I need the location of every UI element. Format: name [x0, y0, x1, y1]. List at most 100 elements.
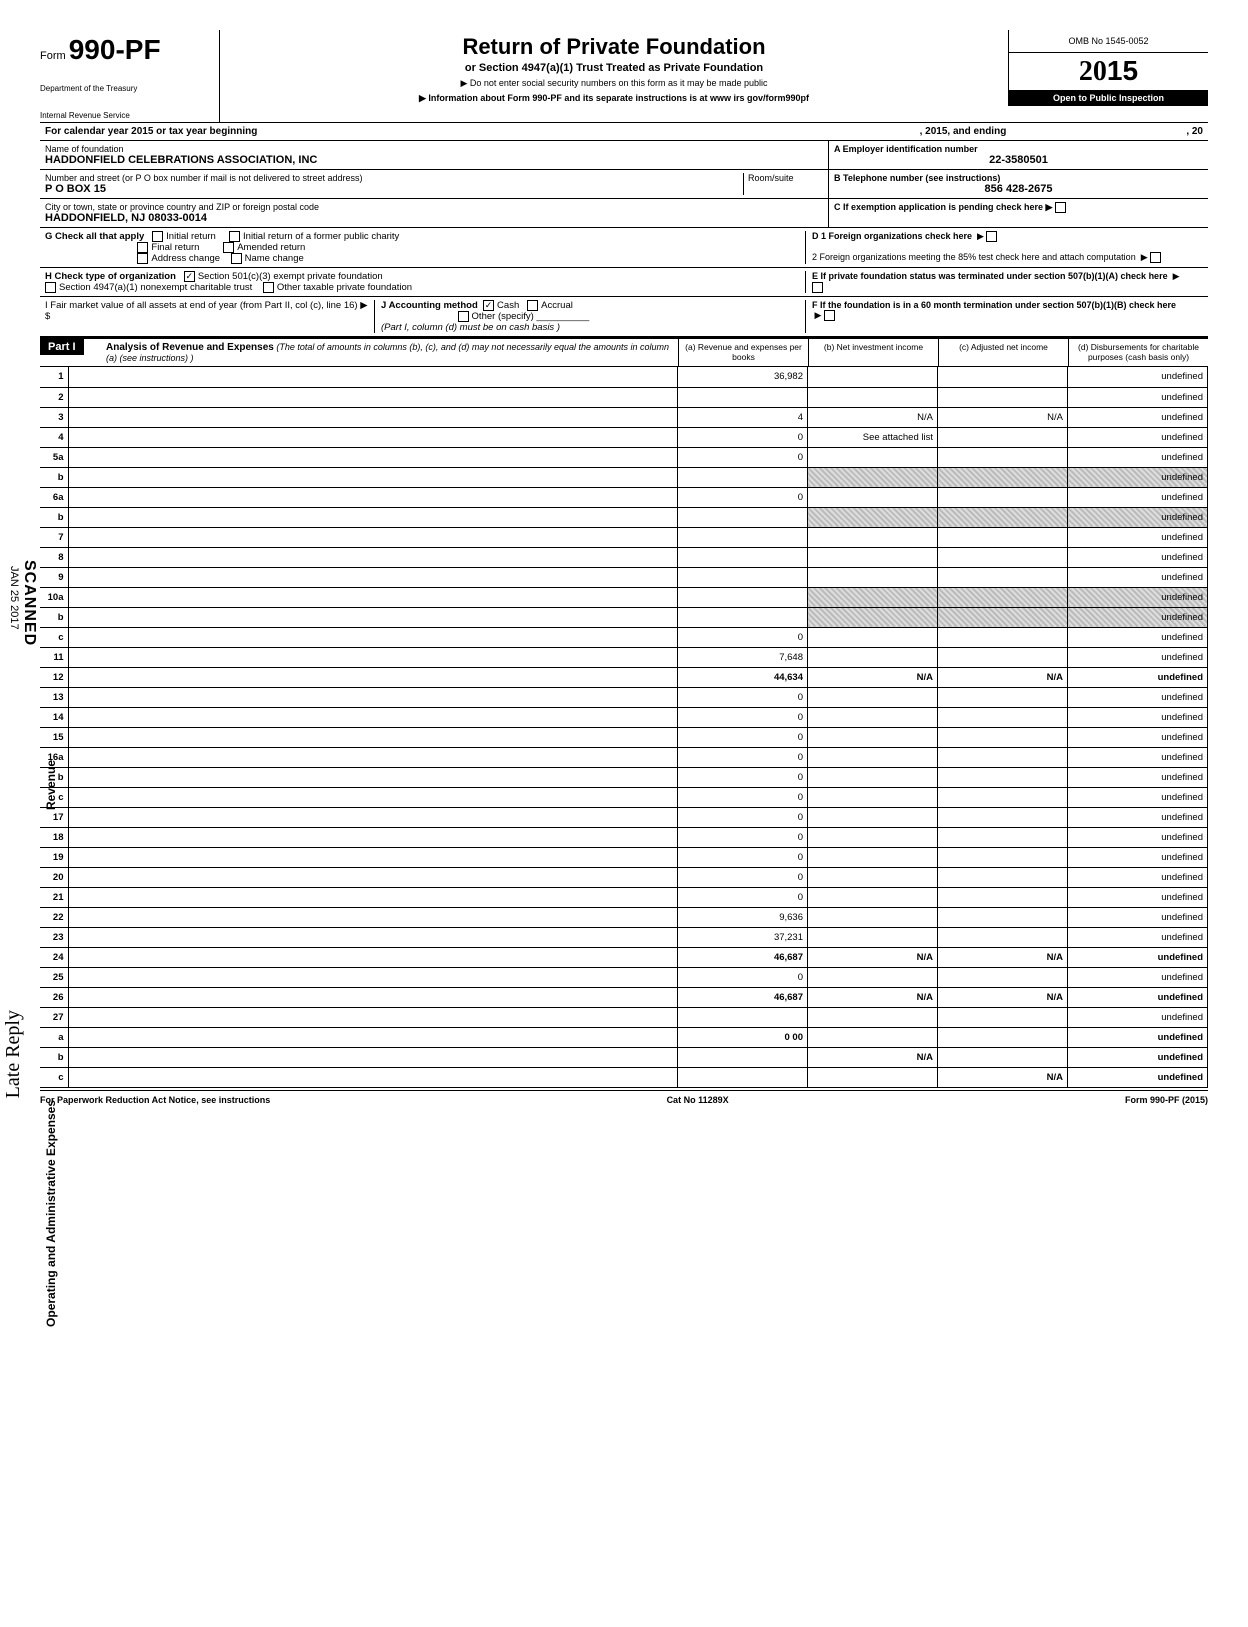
- table-row: 210undefined: [40, 887, 1208, 907]
- h-501c3-checkbox[interactable]: ✓: [184, 271, 195, 282]
- row-col-d: undefined: [1068, 807, 1208, 827]
- row-desc: [68, 1067, 678, 1087]
- row-col-a: [678, 1047, 808, 1067]
- row-col-a: 0: [678, 807, 808, 827]
- row-col-d: undefined: [1068, 1027, 1208, 1047]
- row-desc: [68, 387, 678, 407]
- row-num: 21: [40, 887, 68, 907]
- row-col-b: [808, 367, 938, 387]
- row-col-c: [938, 387, 1068, 407]
- table-row: 27undefined: [40, 1007, 1208, 1027]
- j-other-checkbox[interactable]: [458, 311, 469, 322]
- year-suffix: 15: [1107, 55, 1138, 86]
- row-col-a: 0: [678, 727, 808, 747]
- g-final-checkbox[interactable]: [137, 242, 148, 253]
- row-desc: [68, 487, 678, 507]
- row-col-c: [938, 1027, 1068, 1047]
- omb-number: OMB No 1545-0052: [1009, 30, 1208, 53]
- form-right-block: OMB No 1545-0052 2015 Open to Public Ins…: [1008, 30, 1208, 106]
- table-row: 2337,231undefined: [40, 927, 1208, 947]
- h-4947: Section 4947(a)(1) nonexempt charitable …: [59, 282, 252, 293]
- table-row: a0 00undefined: [40, 1027, 1208, 1047]
- d2-label: 2 Foreign organizations meeting the 85% …: [812, 252, 1136, 262]
- table-row: 140undefined: [40, 707, 1208, 727]
- row-col-a: 7,648: [678, 647, 808, 667]
- ein-label: A Employer identification number: [834, 144, 1203, 154]
- row-col-c: [938, 927, 1068, 947]
- g-amended-checkbox[interactable]: [223, 242, 234, 253]
- dept-treasury: Department of the Treasury: [40, 84, 213, 93]
- city-label: City or town, state or province country …: [45, 202, 823, 212]
- table-row: bundefined: [40, 467, 1208, 487]
- g-address-checkbox[interactable]: [137, 253, 148, 264]
- row-col-b: [808, 767, 938, 787]
- g-name-checkbox[interactable]: [231, 253, 242, 264]
- row-col-a: 0: [678, 447, 808, 467]
- h-4947-checkbox[interactable]: [45, 282, 56, 293]
- row-desc: [68, 647, 678, 667]
- d1-label: D 1 Foreign organizations check here: [812, 231, 972, 241]
- row-col-d: undefined: [1068, 367, 1208, 387]
- row-col-d: undefined: [1068, 767, 1208, 787]
- row-col-d: undefined: [1068, 607, 1208, 627]
- row-col-b: [808, 567, 938, 587]
- year-prefix: 20: [1079, 56, 1107, 87]
- row-col-c: [938, 1047, 1068, 1067]
- row-col-a: [678, 467, 808, 487]
- row-col-b: N/A: [808, 407, 938, 427]
- row-col-b: [808, 727, 938, 747]
- row-col-a: 0: [678, 787, 808, 807]
- row-desc: [68, 407, 678, 427]
- row-col-b: [808, 467, 938, 487]
- j-cash-checkbox[interactable]: ✓: [483, 300, 494, 311]
- table-row: 200undefined: [40, 867, 1208, 887]
- d1-checkbox[interactable]: [986, 231, 997, 242]
- footer-cat: Cat No 11289X: [667, 1095, 729, 1105]
- h-other-checkbox[interactable]: [263, 282, 274, 293]
- c-exemption-label: C If exemption application is pending ch…: [834, 202, 1052, 212]
- page-footer: For Paperwork Reduction Act Notice, see …: [40, 1090, 1208, 1105]
- row-num: 9: [40, 567, 68, 587]
- row-desc: [68, 1007, 678, 1027]
- row-col-d: undefined: [1068, 447, 1208, 467]
- row-col-a: [678, 567, 808, 587]
- row-col-b: [808, 1007, 938, 1027]
- row-desc: [68, 767, 678, 787]
- row-col-c: [938, 1007, 1068, 1027]
- row-col-d: undefined: [1068, 647, 1208, 667]
- d2-checkbox[interactable]: [1150, 252, 1161, 263]
- row-num: 17: [40, 807, 68, 827]
- cal-c: , 20: [1186, 126, 1203, 137]
- row-num: 6a: [40, 487, 68, 507]
- row-num: a: [40, 1027, 68, 1047]
- row-col-a: 46,687: [678, 987, 808, 1007]
- e-checkbox[interactable]: [812, 282, 823, 293]
- row-col-c: [938, 627, 1068, 647]
- row-num: b: [40, 507, 68, 527]
- row-col-d: undefined: [1068, 967, 1208, 987]
- row-num: b: [40, 607, 68, 627]
- row-num: 26: [40, 987, 68, 1007]
- row-col-b: [808, 1027, 938, 1047]
- e-label: E If private foundation status was termi…: [812, 271, 1168, 281]
- form-id-block: Form 990-PF Department of the Treasury I…: [40, 30, 220, 122]
- row-col-b: N/A: [808, 667, 938, 687]
- j-accrual: Accrual: [541, 300, 573, 311]
- row-col-d: undefined: [1068, 707, 1208, 727]
- part1-table: 136,982undefined2undefined34N/AN/Aundefi…: [40, 367, 1208, 1088]
- row-col-b: [808, 847, 938, 867]
- c-checkbox[interactable]: [1055, 202, 1066, 213]
- g-initial-checkbox[interactable]: [152, 231, 163, 242]
- g-initial-former-checkbox[interactable]: [229, 231, 240, 242]
- row-num: 3: [40, 407, 68, 427]
- row-col-d: undefined: [1068, 587, 1208, 607]
- row-col-b: [808, 647, 938, 667]
- calendar-year-row: For calendar year 2015 or tax year begin…: [40, 123, 1208, 141]
- row-num: 7: [40, 527, 68, 547]
- row-col-d: undefined: [1068, 407, 1208, 427]
- row-col-a: [678, 527, 808, 547]
- f-checkbox[interactable]: [824, 310, 835, 321]
- j-accrual-checkbox[interactable]: [527, 300, 538, 311]
- row-col-a: 0: [678, 827, 808, 847]
- row-col-b: [808, 687, 938, 707]
